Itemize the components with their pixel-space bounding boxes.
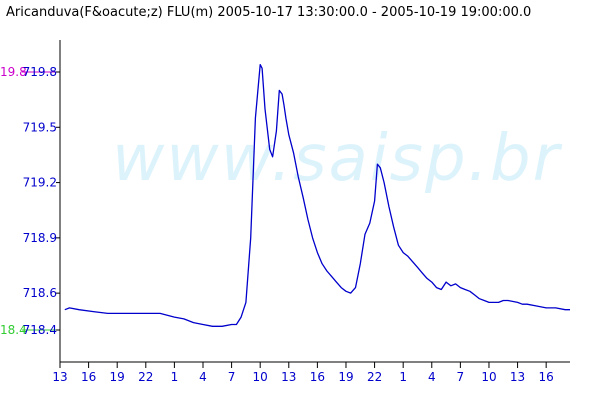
y-tick-label: 718.4 xyxy=(23,323,57,337)
x-tick-label: 10 xyxy=(481,370,496,384)
y-tick-label: 718.6 xyxy=(23,286,57,300)
axes xyxy=(59,40,570,363)
y-tick-label: 719.5 xyxy=(23,120,57,134)
x-tick-label: 22 xyxy=(138,370,153,384)
x-tick-label: 22 xyxy=(367,370,382,384)
flow-level-series-line xyxy=(64,63,570,327)
x-tick-label: 10 xyxy=(253,370,268,384)
x-tick-label: 13 xyxy=(510,370,525,384)
x-tick-label: 16 xyxy=(539,370,554,384)
x-tick-label: 19 xyxy=(110,370,125,384)
x-tick-label: 13 xyxy=(281,370,296,384)
x-tick-label: 4 xyxy=(428,370,436,384)
x-tick-label: 16 xyxy=(81,370,96,384)
x-tick-label: 7 xyxy=(228,370,236,384)
reference-lines: 19.8 18.4 xyxy=(0,65,60,337)
chart-title: Aricanduva(F&oacute;z) FLU(m) 2005-10-17… xyxy=(6,5,531,20)
series-layer xyxy=(64,63,570,327)
min-reference-label: 18.4 xyxy=(0,323,27,337)
y-tick-label: 719.2 xyxy=(23,176,57,190)
x-tick-label: 1 xyxy=(399,370,407,384)
x-tick-label: 4 xyxy=(199,370,207,384)
x-tick-label: 19 xyxy=(338,370,353,384)
x-axis-ticks: 13 16 19 22 1 4 7 10 13 16 19 22 1 4 7 10 13 16 xyxy=(52,362,554,384)
watermark-text: www.saisp.br xyxy=(112,122,563,196)
x-tick-label: 1 xyxy=(171,370,179,384)
max-reference-label: 19.8 xyxy=(0,65,27,79)
x-tick-label: 16 xyxy=(310,370,325,384)
y-axis-ticks: 718.4 718.6 718.9 719.2 719.5 719.8 xyxy=(23,65,60,337)
y-tick-label: 719.8 xyxy=(23,65,57,79)
x-tick-label: 7 xyxy=(457,370,465,384)
y-tick-label: 718.9 xyxy=(23,231,57,245)
x-tick-label: 13 xyxy=(52,370,67,384)
